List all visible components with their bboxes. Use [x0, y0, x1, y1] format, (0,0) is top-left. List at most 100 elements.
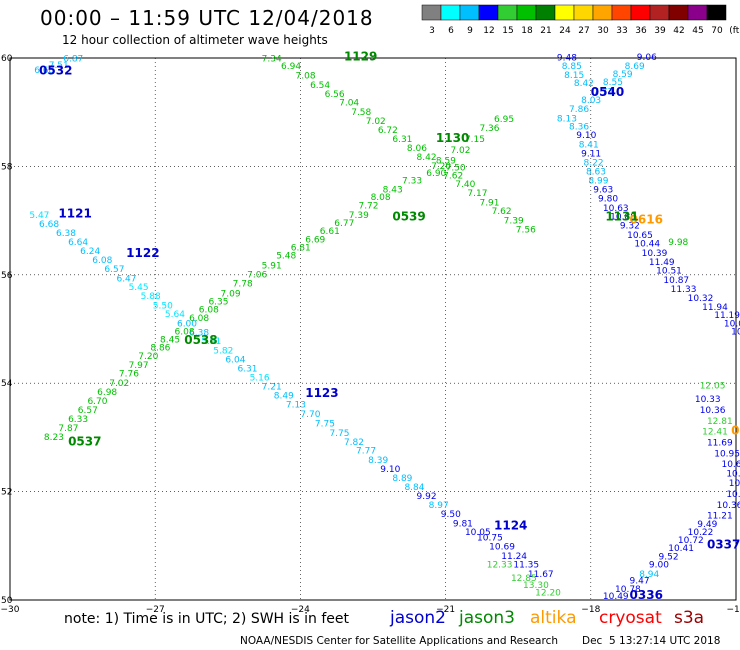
wave-height-value: 7.72: [358, 202, 378, 212]
wave-height-value: 8.85: [562, 62, 582, 72]
pass-time-label: 1131: [605, 210, 638, 224]
wave-height-value: 10.41: [668, 544, 694, 554]
wave-height-value: 6.64: [68, 238, 88, 248]
pass-time-label: 0337: [707, 538, 740, 552]
wave-height-value: 9.11: [581, 150, 601, 160]
wave-height-value: 11.24: [501, 552, 527, 562]
wave-height-value: 10.05: [465, 528, 491, 538]
wave-height-value: 5.88: [141, 292, 161, 302]
wave-height-value: 12.81: [707, 417, 733, 427]
wave-height-value: 11.67: [528, 570, 554, 580]
wave-height-value: 7.36: [479, 124, 499, 134]
wave-height-value: 9.50: [441, 510, 461, 520]
wave-height-value: 7.51: [49, 61, 69, 71]
wave-height-value: 7.02: [450, 146, 470, 156]
plot-frame: [9, 57, 737, 601]
wave-height-value: 8.42: [417, 153, 437, 163]
pass-time-label: 1121: [58, 206, 91, 220]
y-tick-label: 50: [1, 596, 13, 606]
wave-height-value: 6.47: [116, 274, 136, 284]
y-tick-label: 52: [1, 488, 12, 498]
wave-height-value: 8.15: [564, 71, 584, 81]
scale-label: 21: [540, 26, 551, 36]
footer-note: note: 1) Time is in UTC; 2) SWH is in fe…: [64, 611, 350, 627]
wave-height-value: 12.41: [702, 428, 728, 438]
scale-label: 42: [673, 26, 684, 36]
wave-height-value: 8.97: [429, 501, 449, 511]
scale-label: (ft): [729, 26, 740, 36]
wave-height-value: 6.98: [97, 388, 117, 398]
wave-height-value: 10.36: [700, 406, 726, 416]
wave-height-value: 6.61: [320, 227, 340, 237]
wave-height-value: 7.97: [129, 361, 149, 371]
wave-height-value: 8.94: [639, 570, 659, 580]
wave-height-value: 7.33: [402, 177, 422, 187]
wave-height-value: 10.40: [731, 327, 740, 337]
scale-label: 9: [467, 26, 473, 36]
wave-height-value: 6.81: [291, 243, 311, 253]
scale-label: 33: [616, 26, 627, 36]
pass-time-label: 0532: [39, 63, 72, 77]
wave-height-value: 11.33: [671, 285, 697, 295]
wave-height-value: 10.75: [477, 533, 503, 543]
legend-s3a: s3a: [674, 608, 705, 628]
wave-height-value: 7.56: [516, 226, 536, 236]
wave-height-value: 10.44: [634, 240, 660, 250]
scale-label: 24: [559, 26, 571, 36]
x-tick-label: −18: [581, 605, 600, 615]
x-tick-label: −21: [436, 605, 455, 615]
wave-height-value: 5.50: [153, 301, 173, 311]
wave-height-value: 10.33: [695, 395, 721, 405]
pass-time-label: 0538: [184, 333, 217, 347]
wave-height-value: 8.13: [557, 114, 577, 124]
wave-height-value: 12.33: [487, 560, 513, 570]
wave-height-value: 9.80: [598, 195, 618, 205]
wave-height-value: 7.70: [300, 410, 320, 420]
wave-height-value: 6.00: [177, 319, 197, 329]
wave-height-value: 8.59: [436, 157, 456, 167]
wave-height-value: 5.64: [165, 310, 185, 320]
wave-height-value: 6.90: [426, 169, 446, 179]
wave-height-value: 9.10: [380, 465, 400, 475]
wave-height-value: 7.40: [455, 180, 475, 190]
wave-height-value: 6.54: [310, 81, 330, 91]
chart-subtitle: 12 hour collection of altimeter wave hei…: [62, 33, 328, 47]
scale-label: 45: [692, 26, 703, 36]
wave-height-value: 7.21: [262, 383, 282, 393]
wave-height-value: 6.33: [68, 415, 88, 425]
wave-height-value: 10.32: [688, 294, 714, 304]
wave-height-value: 7.78: [233, 280, 253, 290]
wave-height-value: 6.68: [34, 66, 54, 76]
scale-label: 12: [483, 26, 494, 36]
wave-height-value: 10.72: [678, 536, 704, 546]
wave-height-value: 6.69: [305, 235, 325, 245]
wave-height-value: 8.43: [383, 185, 403, 195]
wave-height-value: 10.62: [721, 460, 740, 470]
wave-height-value: 8.99: [588, 177, 608, 187]
y-tick-label: 54: [1, 379, 13, 389]
pass-time-label: 0: [731, 424, 739, 438]
wave-height-value: 7.50: [446, 164, 466, 174]
wave-height-value: 5.45: [129, 283, 149, 293]
wave-height-value: 10.02: [726, 469, 740, 479]
wave-height-value: 6.08: [189, 314, 209, 324]
scale-label: 27: [578, 26, 589, 36]
pass-time-label: 0537: [68, 435, 101, 449]
wave-height-value: 6.57: [104, 265, 124, 275]
wave-height-value: 10.87: [663, 276, 689, 286]
wave-height-value: 6.72: [378, 126, 398, 136]
x-tick-label: −30: [1, 605, 20, 615]
pass-time-label: 0539: [392, 210, 425, 224]
legend-jason3: jason3: [459, 608, 515, 628]
wave-height-value: 6.87: [63, 54, 83, 64]
scale-label: 15: [502, 26, 513, 36]
wave-height-value: 6.38: [56, 229, 76, 239]
wave-height-value: 9.48: [557, 54, 577, 64]
wave-height-value: 7.17: [467, 189, 487, 199]
wave-height-value: 7.73: [593, 87, 613, 97]
wave-height-value: 7.39: [504, 216, 524, 226]
legend-cryosat: cryosat: [599, 608, 662, 628]
wave-height-value: 10.03: [724, 319, 740, 329]
